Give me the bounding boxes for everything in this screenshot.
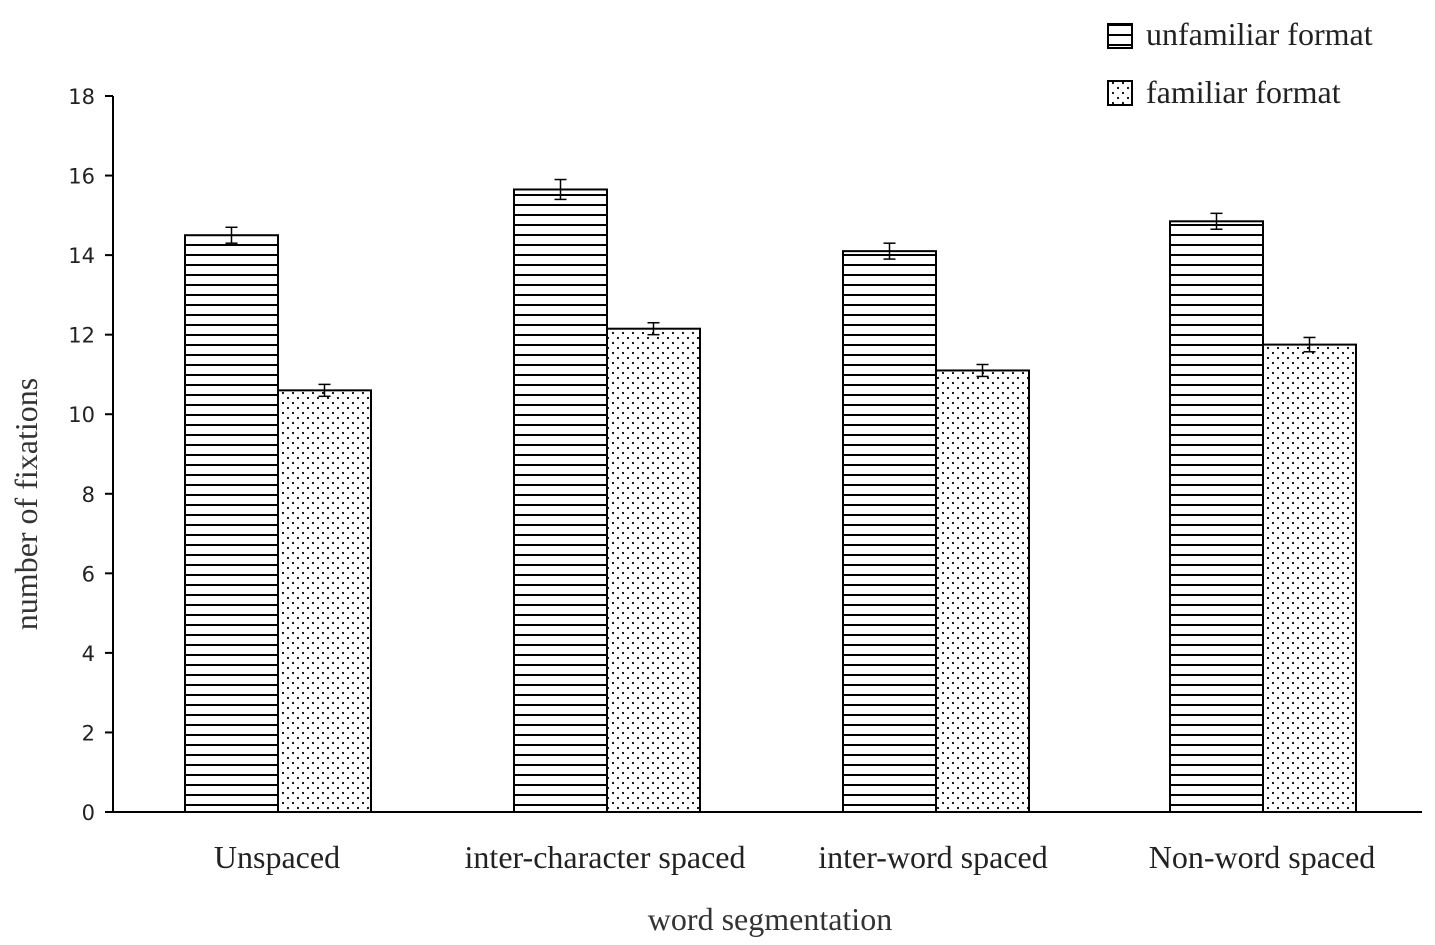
x-axis-categories: Unspaced inter-character spaced inter-word… xyxy=(214,839,1375,875)
error-bar xyxy=(883,242,896,260)
y-tick-label: 16 xyxy=(68,165,95,189)
y-tick-label: 2 xyxy=(82,721,95,745)
bar-unfamiliar xyxy=(1169,220,1264,814)
y-tick-label: 10 xyxy=(68,403,95,427)
y-tick-label: 14 xyxy=(68,244,95,268)
bar-unfamiliar xyxy=(513,188,608,813)
bar-unfamiliar xyxy=(842,250,937,813)
y-tick-label: 8 xyxy=(82,483,95,507)
legend-swatch-unfamiliar xyxy=(1107,23,1133,49)
error-bar xyxy=(225,226,238,244)
y-tick-label: 6 xyxy=(82,562,95,586)
y-tick-label: 4 xyxy=(82,642,95,666)
legend-swatch-familiar xyxy=(1107,80,1133,106)
bars xyxy=(184,188,1357,814)
y-axis-ticks: 0 2 4 6 8 10 12 14 16 18 xyxy=(68,85,113,825)
error-bar xyxy=(976,363,989,378)
error-bar xyxy=(1210,212,1223,231)
error-bar xyxy=(647,321,660,336)
error-bar xyxy=(318,383,331,398)
y-tick-label: 12 xyxy=(68,324,95,348)
x-category-label: Non-word spaced xyxy=(1149,839,1376,875)
legend-item-familiar: familiar format xyxy=(1107,74,1341,110)
legend-item-unfamiliar: unfamiliar format xyxy=(1107,16,1373,52)
legend-label-familiar: familiar format xyxy=(1146,74,1341,110)
bar-familiar xyxy=(1262,343,1357,813)
y-axis-title: number of fixations xyxy=(8,378,44,630)
bar-familiar xyxy=(277,389,372,813)
y-tick-label: 0 xyxy=(82,801,95,825)
legend-label-unfamiliar: unfamiliar format xyxy=(1146,16,1373,52)
legend: unfamiliar format familiar format xyxy=(1107,16,1373,110)
error-bars xyxy=(225,178,1316,398)
bar-unfamiliar xyxy=(184,234,279,813)
y-tick-label: 18 xyxy=(68,85,95,109)
x-category-label: inter-character spaced xyxy=(465,839,746,875)
x-category-label: inter-word spaced xyxy=(818,839,1047,875)
error-bar xyxy=(554,178,567,201)
x-category-label: Unspaced xyxy=(214,839,340,875)
bar-familiar xyxy=(935,369,1030,813)
bar-familiar xyxy=(606,327,701,813)
x-axis-title: word segmentation xyxy=(648,901,892,937)
error-bar xyxy=(1303,336,1316,353)
